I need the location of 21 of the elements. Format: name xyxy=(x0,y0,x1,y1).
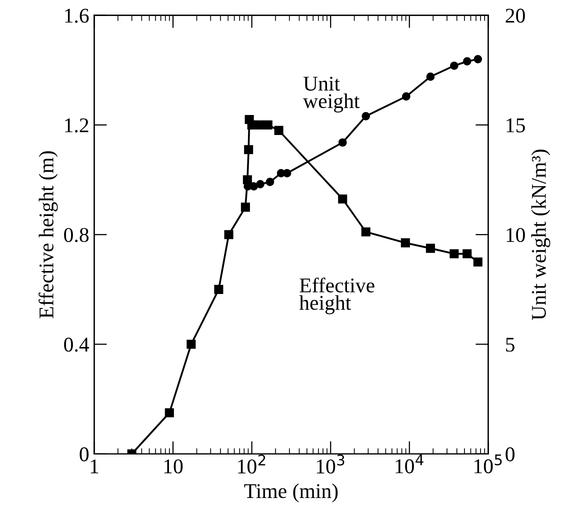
y-tick-label: 0 xyxy=(80,447,89,462)
y-axis-title: Effective height (m) xyxy=(38,151,58,318)
y2-tick-label: 15 xyxy=(506,118,525,132)
y-tick-label: 1.2 xyxy=(65,118,88,132)
y-tick-label: 1.6 xyxy=(65,8,89,23)
y-tick-label: 0.4 xyxy=(64,338,90,352)
x-tick-label: 10$^{4}$ xyxy=(396,454,424,474)
x-tick-label: 10 xyxy=(164,459,183,474)
x-tick-label: 1 xyxy=(90,459,98,474)
x-tick-label: 10$^{3}$ xyxy=(316,454,344,474)
x-axis-title: Time (min) xyxy=(244,483,338,502)
series-label: Unit weight xyxy=(303,76,360,112)
y2-axis-title: Unit weight (kN/m³) xyxy=(531,150,550,320)
y2-tick-label: 5 xyxy=(506,338,514,352)
y2-tick-label: 0 xyxy=(506,447,514,462)
series-label: Effective height xyxy=(299,278,374,314)
y2-tick-label: 20 xyxy=(506,8,525,23)
x-tick-label: 10$^{2}$ xyxy=(238,454,266,474)
y2-tick-label: 10 xyxy=(506,228,525,242)
y-tick-label: 0.8 xyxy=(64,228,89,242)
x-tick-label: 10$^{5}$ xyxy=(474,454,502,474)
